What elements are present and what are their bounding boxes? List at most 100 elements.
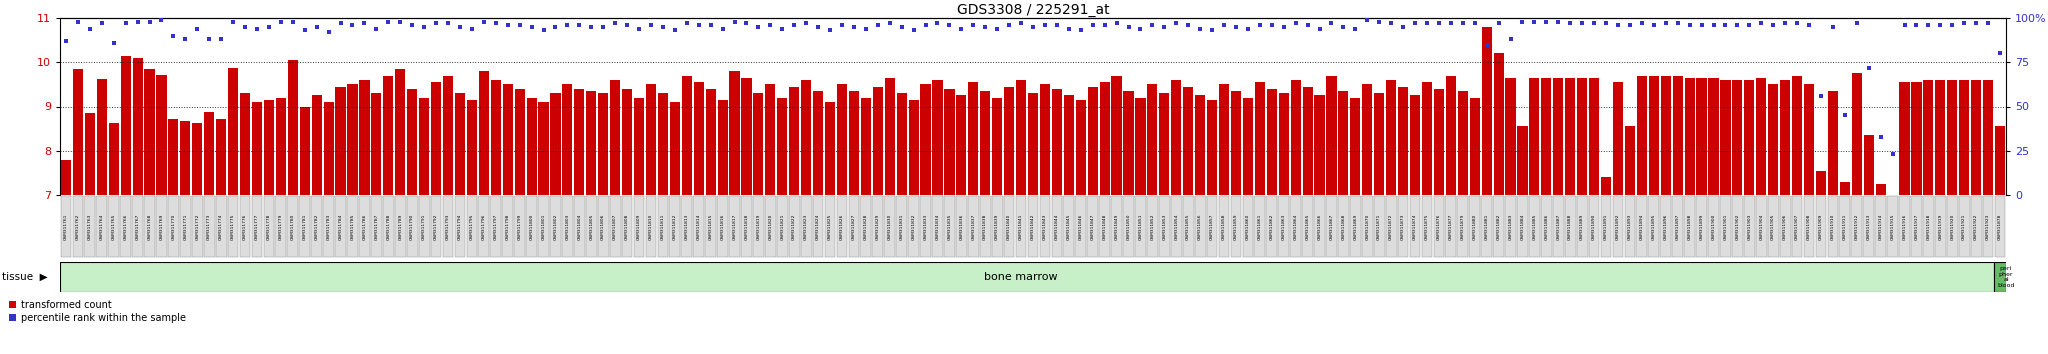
Bar xyxy=(1278,93,1288,195)
Point xyxy=(1374,21,1407,26)
Point xyxy=(670,21,702,26)
Point xyxy=(741,24,774,30)
Point xyxy=(408,24,440,30)
Text: GSM311877: GSM311877 xyxy=(1448,213,1452,240)
Text: GSM311900: GSM311900 xyxy=(1712,213,1716,240)
Text: GSM311799: GSM311799 xyxy=(518,213,522,240)
Point xyxy=(1112,24,1145,30)
Bar xyxy=(143,196,156,257)
Text: GSM311895: GSM311895 xyxy=(1653,213,1657,240)
Bar xyxy=(1612,196,1624,257)
Bar xyxy=(645,196,655,257)
Text: GSM311904: GSM311904 xyxy=(1759,213,1763,240)
Point xyxy=(1901,22,1933,28)
Bar xyxy=(408,89,418,195)
Bar xyxy=(348,84,358,195)
Point xyxy=(1362,19,1395,24)
Text: GSM311834: GSM311834 xyxy=(936,213,940,240)
Point xyxy=(1948,21,1980,26)
Bar xyxy=(969,196,979,257)
Bar xyxy=(1196,96,1204,195)
Bar xyxy=(1886,196,1898,257)
Point xyxy=(575,24,608,30)
Bar xyxy=(1661,75,1671,195)
Bar xyxy=(455,93,465,195)
Point xyxy=(1985,51,2017,56)
Bar xyxy=(1565,196,1575,257)
Bar xyxy=(694,196,705,257)
Bar xyxy=(1016,196,1026,257)
Point xyxy=(1231,26,1264,32)
Text: GSM311886: GSM311886 xyxy=(1544,213,1548,240)
Bar xyxy=(1231,91,1241,195)
Point xyxy=(934,22,967,28)
Point xyxy=(694,22,727,28)
Point xyxy=(850,26,883,32)
Point xyxy=(1542,19,1575,24)
Bar xyxy=(1147,196,1157,257)
Bar xyxy=(551,196,561,257)
Bar xyxy=(1817,171,1827,195)
Text: GSM311871: GSM311871 xyxy=(1376,213,1380,240)
Bar xyxy=(1827,91,1837,195)
Point xyxy=(791,21,823,26)
Text: GSM311865: GSM311865 xyxy=(1305,213,1309,240)
Point xyxy=(1040,22,1073,28)
Point xyxy=(872,21,905,26)
Point xyxy=(1268,24,1300,30)
Bar xyxy=(1362,84,1372,195)
Bar xyxy=(1923,196,1933,257)
Point xyxy=(1423,21,1456,26)
Point xyxy=(1386,24,1419,30)
Text: GSM311766: GSM311766 xyxy=(123,213,127,240)
Point xyxy=(133,19,166,24)
Text: GSM311850: GSM311850 xyxy=(1126,213,1130,240)
Text: GSM311818: GSM311818 xyxy=(745,213,748,240)
Bar xyxy=(1112,75,1122,195)
Bar xyxy=(1602,196,1612,257)
Bar xyxy=(1184,196,1194,257)
Text: GSM311811: GSM311811 xyxy=(662,213,666,240)
Point xyxy=(862,22,895,28)
Bar xyxy=(1493,53,1503,195)
Point xyxy=(1219,24,1251,30)
Bar xyxy=(227,196,238,257)
Text: GSM311870: GSM311870 xyxy=(1366,213,1370,240)
Bar xyxy=(180,121,190,195)
Bar xyxy=(1745,80,1755,195)
Bar xyxy=(336,196,346,257)
Bar xyxy=(264,196,274,257)
Bar xyxy=(1898,196,1911,257)
Bar xyxy=(801,196,811,257)
Point xyxy=(1804,93,1837,99)
Bar xyxy=(1733,196,1743,257)
Bar xyxy=(741,196,752,257)
Bar xyxy=(1147,84,1157,195)
Bar xyxy=(1649,75,1659,195)
Text: GSM311841: GSM311841 xyxy=(1020,213,1024,240)
Bar xyxy=(1493,196,1503,257)
Bar xyxy=(1673,75,1683,195)
Bar xyxy=(1374,196,1384,257)
Bar xyxy=(1243,98,1253,195)
Text: GSM311922: GSM311922 xyxy=(1974,213,1978,240)
Point xyxy=(813,28,846,33)
Text: GSM311830: GSM311830 xyxy=(887,213,891,240)
Bar xyxy=(1446,75,1456,195)
Bar xyxy=(991,98,1001,195)
Bar xyxy=(1386,80,1397,195)
Bar xyxy=(1792,75,1802,195)
Bar xyxy=(180,196,190,257)
Text: GSM311781: GSM311781 xyxy=(303,213,307,240)
Bar xyxy=(1696,196,1706,257)
Text: GSM311821: GSM311821 xyxy=(780,213,784,240)
Bar xyxy=(645,84,655,195)
Bar xyxy=(1995,262,2005,292)
Text: GSM311863: GSM311863 xyxy=(1282,213,1286,240)
Text: GSM311772: GSM311772 xyxy=(195,213,199,240)
Point xyxy=(1006,21,1038,26)
Bar xyxy=(193,123,203,195)
Bar xyxy=(1397,196,1409,257)
Bar xyxy=(1518,126,1528,195)
Bar xyxy=(1542,78,1552,195)
